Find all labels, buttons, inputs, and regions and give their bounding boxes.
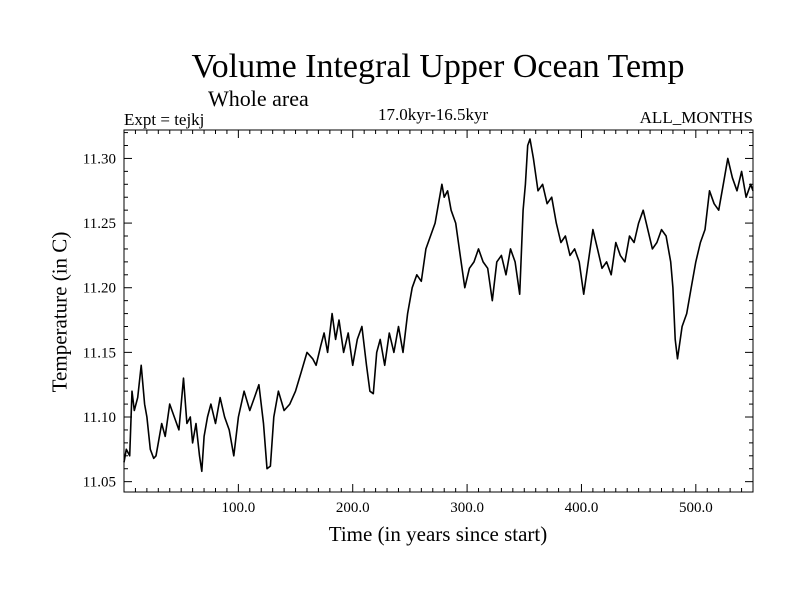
temperature-line	[123, 138, 754, 473]
x-tick-label: 100.0	[221, 500, 255, 516]
plot-frame	[123, 129, 754, 493]
chart-title: Volume Integral Upper Ocean Temp	[191, 48, 685, 85]
chart-subtitle: Whole area	[208, 86, 309, 111]
x-tick-label: 300.0	[450, 500, 484, 516]
months-label: ALL_MONTHS	[639, 108, 753, 127]
y-tick-label: 11.20	[83, 281, 116, 297]
y-tick-label: 11.10	[83, 410, 116, 426]
x-tick-label: 200.0	[336, 500, 370, 516]
y-axis: 11.05 11.10 11.15 11.20 11.25 11.30	[83, 132, 753, 491]
experiment-label: Expt = tejkj	[124, 110, 205, 129]
y-tick-label: 11.30	[83, 151, 116, 167]
x-axis: 100.0 200.0 300.0 400.0 500.0	[123, 130, 754, 516]
x-axis-label: Time (in years since start)	[328, 522, 548, 546]
y-tick-label: 11.05	[83, 475, 116, 491]
y-tick-label: 11.25	[83, 216, 116, 232]
x-tick-label: 400.0	[565, 500, 599, 516]
period-label: 17.0kyr-16.5kyr	[378, 105, 489, 124]
x-tick-label: 500.0	[679, 500, 713, 516]
y-tick-label: 11.15	[83, 345, 116, 361]
